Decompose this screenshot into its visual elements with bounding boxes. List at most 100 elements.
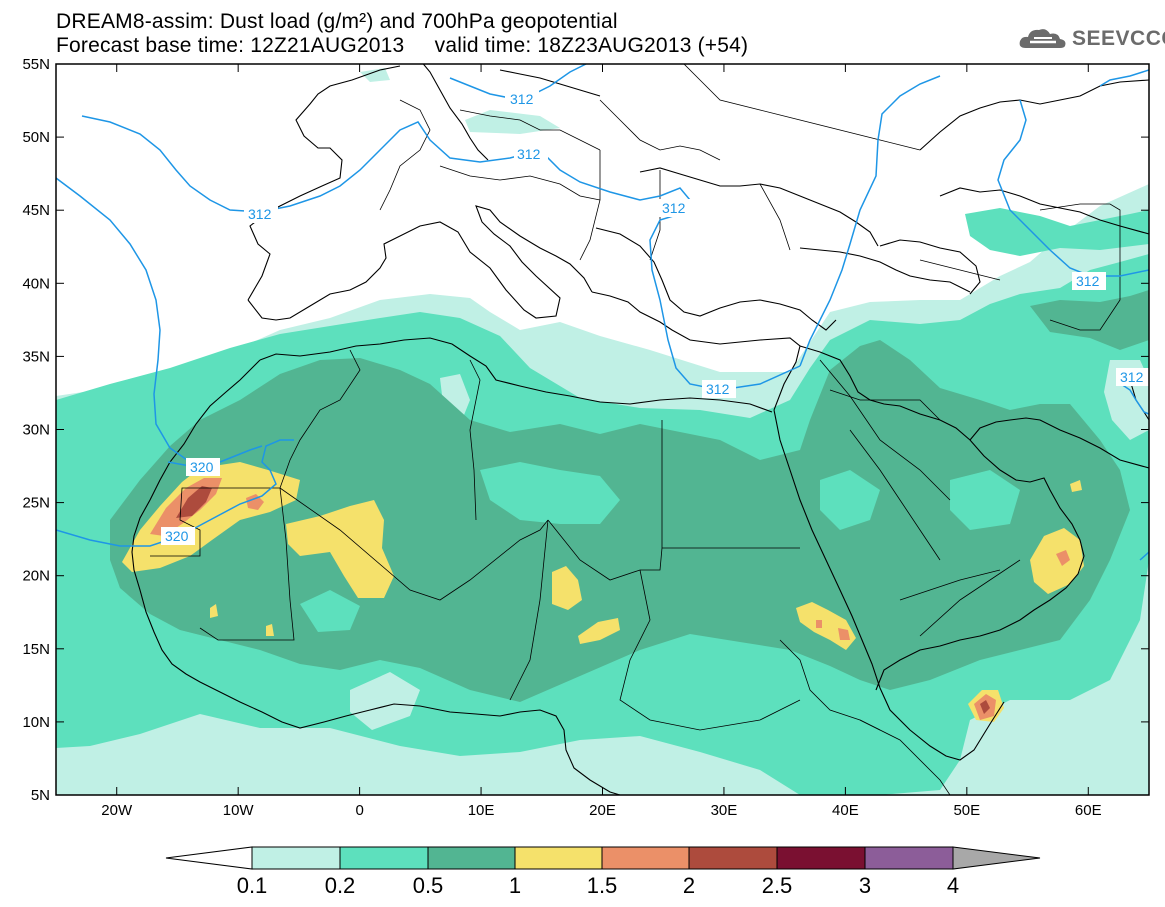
contour-label: 312 (662, 200, 686, 216)
border (619, 569, 801, 731)
border (683, 64, 921, 151)
map-axes: 55N 50N 45N 40N 35N 30N 25N 20N 15N 10N 5N 20W 10W 0 1… (22, 56, 1149, 819)
colorbar-label: 4 (947, 873, 959, 898)
contour-label: 312 (706, 381, 730, 397)
coastline (591, 291, 801, 411)
colorbar-box (339, 846, 429, 870)
coastline (939, 187, 1149, 235)
lat-tick-label: 5N (31, 787, 50, 804)
border (899, 569, 1001, 601)
contour-312 (1117, 381, 1149, 415)
dust-level-0.1 (360, 68, 390, 82)
border (919, 259, 1001, 281)
contour-label: 312 (510, 91, 534, 107)
dust-level-1 (1030, 528, 1084, 594)
dust-level-0.1 (350, 672, 420, 730)
border (649, 170, 661, 261)
lat-tick-label: 25N (22, 495, 50, 512)
contour-312 (799, 75, 941, 367)
dust-level-1 (210, 604, 218, 618)
dust-level-2 (980, 700, 990, 714)
dust-level-0.2 (950, 470, 1020, 530)
dust-level-1.5 (246, 494, 264, 510)
colorbar-box (688, 846, 778, 870)
forecast-base-value: 12Z21AUG2013 (250, 34, 405, 57)
border (1039, 203, 1121, 331)
border (439, 165, 601, 201)
lon-tick-label: 50E (953, 802, 980, 819)
colorbar-label: 1 (509, 873, 521, 898)
lat-tick-label: 50N (22, 129, 50, 146)
lon-tick-label: 20E (589, 802, 616, 819)
colorbar-box (601, 846, 690, 870)
border (919, 559, 1021, 637)
coastline (499, 69, 601, 97)
lat-tick-label: 45N (22, 202, 50, 219)
border (579, 150, 601, 261)
colorbar-label: 2 (683, 873, 695, 898)
lon-tick-label: 10E (468, 802, 495, 819)
border (469, 359, 481, 521)
border (379, 99, 431, 211)
lat-tick-label: 15N (22, 641, 50, 658)
coastline (799, 247, 971, 293)
colorbar-label: 1.5 (587, 873, 618, 898)
map-title: DREAM8-assim: Dust load (g/m²) and 700hP… (56, 10, 618, 33)
lat-tick-label: 35N (22, 348, 50, 365)
dust-level-1 (578, 618, 620, 644)
lat-tick-label: 20N (22, 568, 50, 585)
border (819, 359, 951, 501)
border (859, 719, 951, 795)
colorbar-box (776, 846, 866, 870)
coastline (247, 205, 593, 321)
contour-label: 312 (1076, 273, 1100, 289)
coastline (639, 167, 879, 247)
dust-level-1.5 (838, 628, 850, 640)
colorbar: 0.1 0.2 0.5 1 1.5 2 2.5 3 4 (165, 846, 1041, 898)
colorbar-labels: 0.1 0.2 0.5 1 1.5 2 2.5 3 4 (237, 873, 959, 898)
dust-level-0.5 (1030, 290, 1149, 350)
contour-320 (56, 439, 294, 547)
dust-level-2 (176, 486, 212, 518)
contour-label: 320 (190, 459, 214, 475)
colorbar-box (514, 846, 603, 870)
border (759, 183, 791, 251)
dust-level-1 (266, 624, 274, 636)
dust-level-1 (286, 500, 394, 598)
seevccc-logo: SEEVCCC (1018, 26, 1165, 52)
lon-tick-label: 0 (355, 802, 363, 819)
contour-320 (1139, 551, 1149, 561)
colorbar-box (427, 846, 516, 870)
colorbar-label: 0.1 (237, 873, 268, 898)
dust-level-0.2 (820, 470, 880, 530)
dust-level-0.2 (480, 462, 620, 524)
country-borders (150, 64, 1121, 795)
lon-tick-label: 30E (711, 802, 738, 819)
coastline (247, 65, 401, 301)
border (509, 519, 549, 701)
colorbar-over-arrow (952, 846, 1041, 870)
border (459, 109, 601, 151)
border (849, 429, 941, 561)
lat-tick-label: 40N (22, 275, 50, 292)
coastline (799, 345, 1085, 691)
coastline (422, 64, 489, 161)
contour-label: 312 (517, 146, 541, 162)
valid-time-value: 18Z23AUG2013 (+54) (537, 34, 749, 57)
valid-time-label: valid time: (434, 34, 532, 57)
dust-field (56, 68, 1149, 795)
lat-tick-label: 10N (22, 714, 50, 731)
dust-level-0.5 (110, 340, 1130, 702)
colorbar-under-arrow (165, 846, 253, 870)
cloud-icon (1019, 29, 1066, 48)
contour-label: 320 (165, 528, 189, 544)
border (599, 99, 721, 161)
dust-level-1.5 (1056, 550, 1070, 566)
dust-level-1 (1070, 480, 1082, 492)
coastline (879, 239, 981, 295)
dust-level-0.2 (965, 208, 1149, 256)
lon-tick-label: 20W (101, 802, 133, 819)
coastline (259, 337, 773, 413)
lon-tick-label: 60E (1075, 802, 1102, 819)
